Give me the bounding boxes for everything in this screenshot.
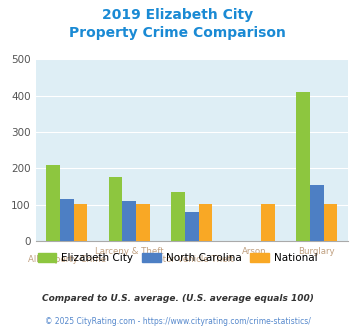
Bar: [198, 204, 212, 241]
Bar: [46, 165, 60, 241]
Text: Motor Vehicle Theft: Motor Vehicle Theft: [150, 255, 234, 264]
Text: 2019 Elizabeth City: 2019 Elizabeth City: [102, 8, 253, 22]
Text: Compared to U.S. average. (U.S. average equals 100): Compared to U.S. average. (U.S. average …: [42, 294, 313, 303]
Bar: [185, 212, 198, 241]
Text: All Property Crime: All Property Crime: [28, 255, 106, 264]
Bar: [136, 204, 150, 241]
Text: Arson: Arson: [242, 248, 267, 256]
Bar: [109, 178, 122, 241]
Bar: [122, 201, 136, 241]
Bar: [73, 204, 87, 241]
Text: © 2025 CityRating.com - https://www.cityrating.com/crime-statistics/: © 2025 CityRating.com - https://www.city…: [45, 317, 310, 326]
Bar: [310, 185, 323, 241]
Bar: [323, 204, 337, 241]
Legend: Elizabeth City, North Carolina, National: Elizabeth City, North Carolina, National: [33, 249, 322, 267]
Bar: [296, 92, 310, 241]
Bar: [171, 192, 185, 241]
Text: Burglary: Burglary: [298, 248, 335, 256]
Bar: [261, 204, 275, 241]
Text: Property Crime Comparison: Property Crime Comparison: [69, 26, 286, 40]
Bar: [60, 199, 73, 241]
Text: Larceny & Theft: Larceny & Theft: [95, 248, 164, 256]
